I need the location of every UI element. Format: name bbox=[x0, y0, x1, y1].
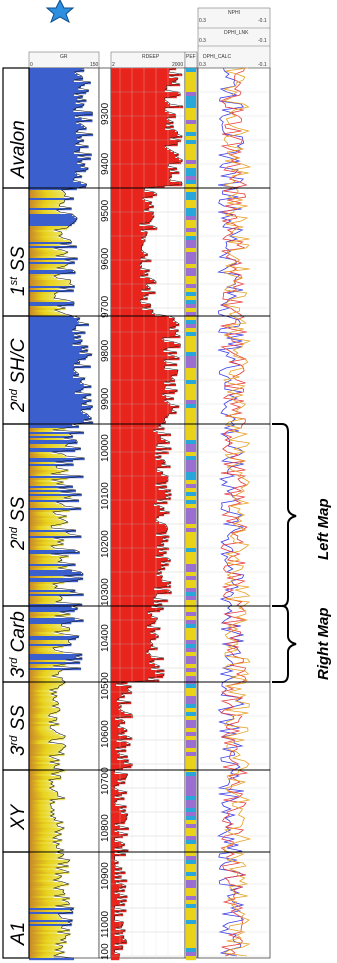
nphi-header: NPHI bbox=[228, 10, 240, 16]
depth-labels: 9300 9400 9500 9600 9700 9800 9900 10000… bbox=[100, 102, 111, 960]
zone-boundaries bbox=[3, 187, 270, 853]
gr-curve bbox=[29, 67, 94, 961]
right-map-bracket bbox=[272, 605, 297, 683]
depth-label: 9500 bbox=[100, 199, 111, 222]
depth-label: 10700 bbox=[100, 767, 111, 795]
depth-label: 10500 bbox=[100, 672, 111, 700]
left-map-bracket bbox=[272, 423, 297, 607]
depth-label: 10300 bbox=[100, 578, 111, 606]
zone-label-avalon: Avalon bbox=[8, 120, 29, 179]
depth-label: 10200 bbox=[100, 530, 111, 558]
zone-label-a1: A1 bbox=[8, 922, 29, 946]
depth-label: 10100 bbox=[100, 482, 111, 510]
track2-max: 2000 bbox=[172, 62, 183, 68]
left-map-label: Left Map bbox=[315, 498, 332, 560]
depth-label: 9900 bbox=[100, 387, 111, 410]
depth-label: 9600 bbox=[100, 247, 111, 270]
zone-label-3rd-carb: 3rd Carb bbox=[8, 611, 29, 678]
depth-label: 9700 bbox=[100, 295, 111, 318]
dphi-calc-min: 0.3 bbox=[199, 62, 206, 68]
depth-label: 10800 bbox=[100, 814, 111, 842]
depth-label: 100 bbox=[100, 943, 111, 960]
zone-label-2nd-ss: 2nd SS bbox=[8, 496, 29, 551]
depth-label: 9400 bbox=[100, 152, 111, 175]
depth-label: 10400 bbox=[100, 624, 111, 652]
zone-label-xy: XY bbox=[8, 803, 29, 831]
zone-label-1st-ss: 1st SS bbox=[8, 246, 29, 296]
right-map-label: Right Map bbox=[315, 608, 332, 681]
zone-label-3rd-ss: 3rd SS bbox=[8, 705, 29, 756]
depth-label: 10600 bbox=[100, 720, 111, 748]
log-header: GR 0 150 RDEEP 2 2000 PEF NPHI 0.3 -0.1 … bbox=[28, 7, 271, 69]
track1-max: 150 bbox=[90, 62, 99, 68]
dphi-lnk-min: 0.3 bbox=[199, 38, 206, 44]
depth-label: 10000 bbox=[100, 434, 111, 462]
porosity-curves bbox=[216, 67, 252, 957]
dphi-calc-header: DPHI_CALC bbox=[203, 54, 231, 60]
track2-header: RDEEP bbox=[142, 54, 160, 60]
track3-header: PEF bbox=[186, 54, 196, 60]
star-icon bbox=[45, 0, 75, 24]
pef-curve bbox=[186, 68, 196, 961]
dphi-lnk-max: -0.1 bbox=[258, 38, 267, 44]
track2-min: 2 bbox=[112, 62, 115, 68]
dphi-calc-max: -0.1 bbox=[258, 62, 267, 68]
track1-min: 0 bbox=[30, 62, 33, 68]
depth-label: 10900 bbox=[100, 862, 111, 890]
dphi-lnk-header: DPHI_LNK bbox=[224, 30, 249, 36]
nphi-min: 0.3 bbox=[199, 18, 206, 24]
zone-label-2nd-shc: 2nd SH/C bbox=[8, 338, 29, 413]
resistivity-curve bbox=[111, 67, 184, 961]
depth-label: 9300 bbox=[100, 102, 111, 125]
depth-gridlines bbox=[111, 67, 270, 958]
depth-label: 9800 bbox=[100, 339, 111, 362]
depth-label: 11000 bbox=[100, 910, 111, 938]
nphi-max: -0.1 bbox=[258, 18, 267, 24]
track1-header: GR bbox=[60, 54, 68, 60]
